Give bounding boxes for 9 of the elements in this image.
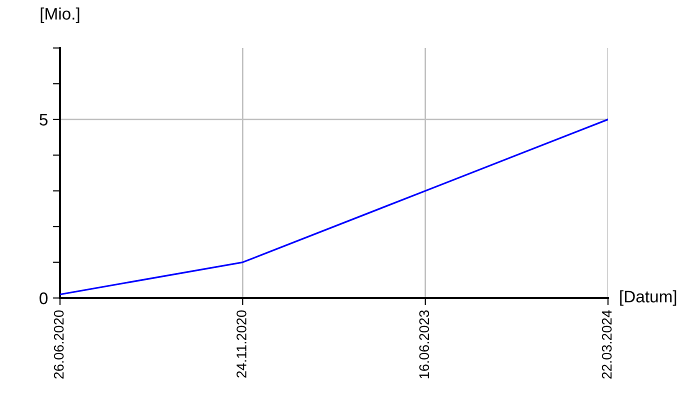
x-tick-label: 22.03.2024 [602,310,612,379]
y-tick-label: 0 [40,292,48,304]
x-tick-label: 16.06.2023 [419,310,430,378]
y-tick-label: 5 [40,114,48,126]
line-series [60,118,608,296]
x-tick-label: 24.11.2020 [236,310,246,378]
y-axis-title: [Mio.] [40,7,80,23]
x-tick-label: 26.06.2020 [54,310,64,379]
x-axis-title: [Datum] [620,290,676,306]
